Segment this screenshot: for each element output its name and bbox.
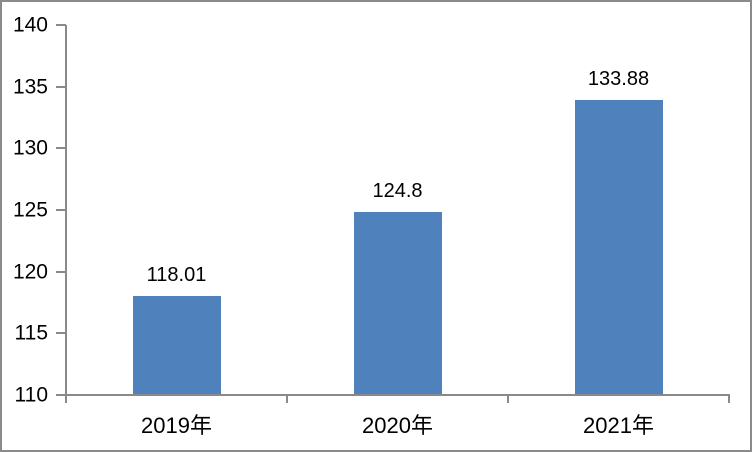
y-axis-tick — [56, 147, 66, 150]
y-axis-tick — [56, 24, 66, 26]
y-axis-tick-label: 125 — [12, 198, 48, 222]
bar-2021年 — [574, 100, 663, 394]
x-axis-tick — [728, 395, 730, 403]
bar-value-label: 133.88 — [587, 68, 650, 91]
bar-2020年 — [353, 212, 442, 394]
y-axis-tick-label: 140 — [12, 13, 48, 37]
x-axis-category-label: 2021年 — [583, 413, 654, 438]
y-axis-tick — [56, 332, 66, 335]
x-axis-category-label: 2019年 — [141, 413, 212, 438]
y-axis-tick-label: 110 — [14, 383, 48, 407]
y-axis-line — [65, 25, 67, 397]
y-axis-tick-label: 120 — [12, 260, 48, 284]
x-axis-tick — [507, 395, 509, 403]
y-axis-tick — [56, 209, 66, 211]
y-axis-tick-label: 130 — [12, 136, 48, 160]
x-axis-tick — [65, 395, 67, 403]
y-axis-tick-label: 135 — [12, 75, 48, 99]
x-axis-line — [65, 394, 730, 396]
y-axis-tick — [56, 394, 66, 396]
bar-value-label: 124.8 — [372, 180, 423, 203]
y-axis-tick — [56, 85, 66, 88]
y-axis-tick — [56, 270, 66, 273]
bar-2019年 — [132, 296, 221, 394]
bar-value-label: 118.01 — [146, 264, 207, 287]
x-axis-category-label: 2020年 — [362, 413, 433, 438]
y-axis-tick-label: 115 — [14, 321, 48, 345]
x-axis-tick — [286, 395, 288, 403]
